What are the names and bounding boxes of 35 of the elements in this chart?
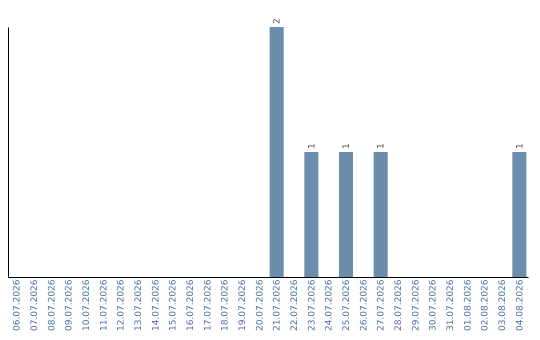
- x-tick-label: 31.07.2026: [446, 279, 456, 332]
- data-label: 2: [272, 18, 283, 24]
- x-tick-label: 17.07.2026: [203, 279, 214, 332]
- x-tick-label: 12.07.2026: [116, 279, 127, 332]
- x-tick-label: 28.07.2026: [394, 279, 404, 332]
- x-tick-label: 01.08.2026: [463, 279, 474, 332]
- x-tick-label: 19.07.2026: [238, 279, 248, 332]
- data-label: 1: [307, 143, 318, 149]
- x-tick-label: 09.07.2026: [64, 279, 75, 332]
- x-tick-label: 08.07.2026: [47, 279, 58, 332]
- x-tick-label: 06.07.2026: [12, 279, 23, 332]
- x-tick-label: 30.07.2026: [428, 279, 439, 332]
- x-tick-label: 18.07.2026: [220, 279, 231, 332]
- x-tick-label: 04.08.2026: [515, 279, 526, 332]
- data-label: 1: [515, 143, 526, 149]
- data-label: 1: [342, 143, 352, 149]
- x-tick-label: 29.07.2026: [411, 279, 422, 332]
- x-tick-label: 11.07.2026: [99, 279, 110, 332]
- x-tick-label: 07.07.2026: [30, 279, 40, 332]
- x-tick-label: 16.07.2026: [186, 279, 196, 332]
- x-tick-label: 25.07.2026: [342, 279, 352, 332]
- data-label: 1: [376, 143, 387, 149]
- x-tick-label: 23.07.2026: [307, 279, 318, 332]
- x-tick-label: 26.07.2026: [359, 279, 370, 332]
- x-tick-label: 10.07.2026: [82, 279, 92, 332]
- x-tick-label: 15.07.2026: [168, 279, 179, 332]
- x-tick-label: 22.07.2026: [290, 279, 300, 332]
- x-tick-label: 14.07.2026: [151, 279, 162, 332]
- x-tick-label: 27.07.2026: [376, 279, 387, 332]
- x-tick-label: 20.07.2026: [255, 279, 266, 332]
- x-tick-label: 02.08.2026: [480, 279, 491, 332]
- x-tick-label: 03.08.2026: [498, 279, 508, 332]
- x-tick-label: 24.07.2026: [324, 279, 335, 332]
- x-tick-label: 13.07.2026: [134, 279, 144, 332]
- x-tick-label: 21.07.2026: [272, 279, 283, 332]
